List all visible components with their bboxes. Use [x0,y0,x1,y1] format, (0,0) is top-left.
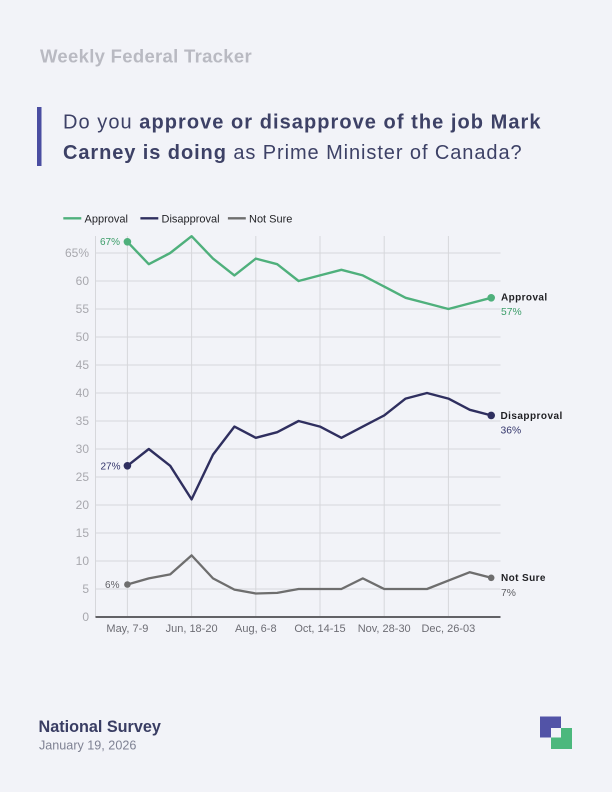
svg-text:15: 15 [76,526,90,540]
svg-text:Dec, 26-03: Dec, 26-03 [421,623,475,635]
svg-text:May, 7-9: May, 7-9 [106,623,148,635]
svg-text:60: 60 [76,274,90,288]
svg-text:Do you approve or disapprove o: Do you approve or disapprove of the job … [63,112,542,134]
svg-text:Aug, 6-8: Aug, 6-8 [235,623,277,635]
svg-text:50: 50 [76,330,90,344]
svg-text:10: 10 [76,554,90,568]
svg-text:Not Sure: Not Sure [501,573,546,584]
svg-text:Approval: Approval [501,293,548,304]
svg-text:Disapproval: Disapproval [162,213,220,225]
svg-text:57%: 57% [501,307,522,318]
svg-text:35: 35 [76,414,90,428]
svg-text:Oct, 14-15: Oct, 14-15 [294,623,345,635]
svg-text:Approval: Approval [85,213,128,225]
svg-text:5: 5 [82,582,89,596]
svg-text:6%: 6% [105,580,120,591]
svg-text:Disapproval: Disapproval [501,411,563,422]
svg-text:0: 0 [82,610,89,624]
svg-text:55: 55 [76,302,90,316]
svg-text:January 19, 2026: January 19, 2026 [39,739,136,753]
svg-text:National Survey: National Survey [39,718,161,736]
svg-text:27%: 27% [100,462,120,473]
svg-text:Weekly Federal Tracker: Weekly Federal Tracker [40,46,252,67]
svg-text:7%: 7% [501,588,516,599]
svg-text:Nov, 28-30: Nov, 28-30 [358,623,411,635]
svg-text:67%: 67% [100,237,120,248]
svg-text:Carney is doing as Prime Minis: Carney is doing as Prime Minister of Can… [63,142,523,164]
svg-text:Not Sure: Not Sure [249,213,292,225]
svg-text:20: 20 [76,498,90,512]
svg-text:40: 40 [76,386,90,400]
svg-text:65%: 65% [65,246,89,260]
svg-text:Jun, 18-20: Jun, 18-20 [166,623,218,635]
svg-text:45: 45 [76,358,90,372]
svg-text:30: 30 [76,442,90,456]
svg-text:36%: 36% [501,426,522,437]
svg-text:25: 25 [76,470,90,484]
